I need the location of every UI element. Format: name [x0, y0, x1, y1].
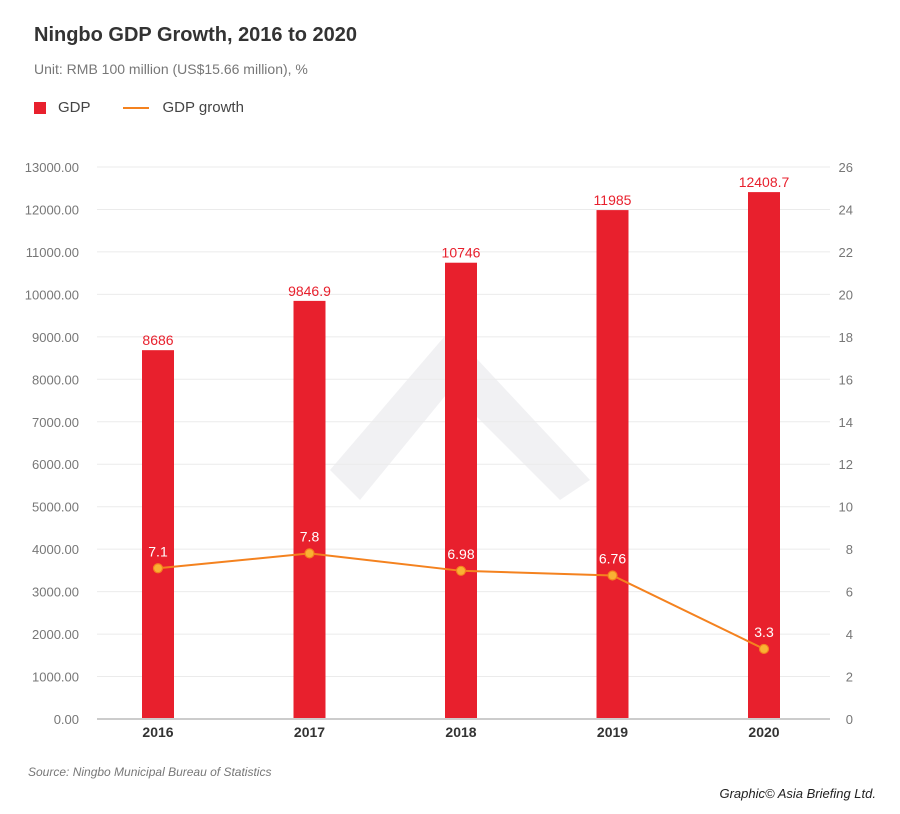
growth-point-2016	[152, 563, 164, 574]
right-tick-label: 26	[839, 160, 853, 175]
bar-data-label: 8686	[142, 332, 173, 348]
x-tick-label: 2019	[597, 724, 628, 740]
right-tick-label: 10	[839, 500, 853, 515]
right-tick-label: 12	[839, 457, 853, 472]
growth-point-2020	[758, 643, 770, 655]
bar-gdp-2016	[142, 350, 174, 718]
left-tick-label: 11000.00	[26, 245, 79, 260]
source-note: Source: Ningbo Municipal Bureau of Stati…	[28, 765, 272, 779]
left-tick-label: 4000.00	[32, 542, 79, 557]
bar-data-label: 11985	[594, 192, 632, 208]
legend-growth-line	[122, 106, 149, 109]
right-tick-label: 24	[839, 202, 853, 217]
chart-subtitle: Unit: RMB 100 million (US$15.66 million)…	[34, 61, 308, 77]
right-tick-label: 16	[839, 372, 853, 387]
growth-data-label: 6.98	[447, 546, 474, 562]
bar-data-label: 9846.9	[288, 283, 331, 299]
left-tick-label: 9000.00	[32, 330, 79, 345]
legend-growth-label: GDP growth	[162, 99, 244, 116]
left-tick-label: 2000.00	[32, 627, 79, 642]
right-tick-label: 20	[839, 287, 853, 302]
right-tick-label: 18	[839, 330, 853, 345]
growth-point-2017	[304, 548, 315, 559]
bar-gdp-2017	[293, 300, 326, 718]
right-tick-label: 4	[846, 627, 853, 642]
chart-title: Ningbo GDP Growth, 2016 to 2020	[34, 24, 358, 46]
growth-data-label: 7.8	[300, 528, 320, 544]
left-tick-label: 8000.00	[32, 372, 79, 387]
x-tick-label: 2017	[294, 724, 325, 740]
left-tick-label: 10000.00	[25, 287, 79, 302]
growth-point-2019	[607, 570, 618, 581]
left-tick-label: 12000.00	[25, 202, 79, 217]
x-tick-label: 2016	[142, 724, 173, 740]
growth-data-label: 3.3	[754, 624, 774, 640]
bar-data-label: 10746	[442, 245, 481, 261]
legend-gdp-swatch	[34, 101, 46, 114]
right-tick-label: 8	[846, 542, 853, 557]
left-tick-label: 6000.00	[32, 457, 79, 472]
credit: Graphic© Asia Briefing Ltd.	[719, 786, 876, 801]
right-tick-label: 6	[846, 585, 853, 600]
growth-data-label: 7.1	[148, 543, 168, 559]
legend-gdp-label: GDP	[58, 99, 91, 116]
right-tick-label: 22	[839, 245, 853, 260]
x-tick-label: 2018	[445, 724, 476, 740]
left-tick-label: 1000.00	[32, 670, 79, 685]
right-tick-label: 14	[839, 415, 853, 430]
left-tick-label: 5000.00	[32, 500, 79, 515]
left-tick-label: 7000.00	[32, 415, 79, 430]
watermark-logo	[330, 330, 590, 500]
bar-gdp-2018	[445, 262, 477, 718]
left-tick-label: 13000.00	[25, 160, 79, 175]
right-tick-label: 0	[846, 712, 853, 727]
growth-point-2018	[455, 565, 467, 576]
x-tick-label: 2020	[748, 724, 779, 740]
bar-gdp-2020	[748, 192, 780, 718]
growth-data-label: 6.76	[599, 550, 626, 566]
left-tick-label: 3000.00	[32, 585, 79, 600]
right-tick-label: 2	[846, 670, 853, 685]
legend: GDP GDP growth	[34, 99, 244, 116]
bar-gdp-2019	[596, 210, 629, 719]
bar-data-label: 12408.7	[739, 174, 790, 190]
left-tick-label: 0.00	[54, 712, 79, 727]
